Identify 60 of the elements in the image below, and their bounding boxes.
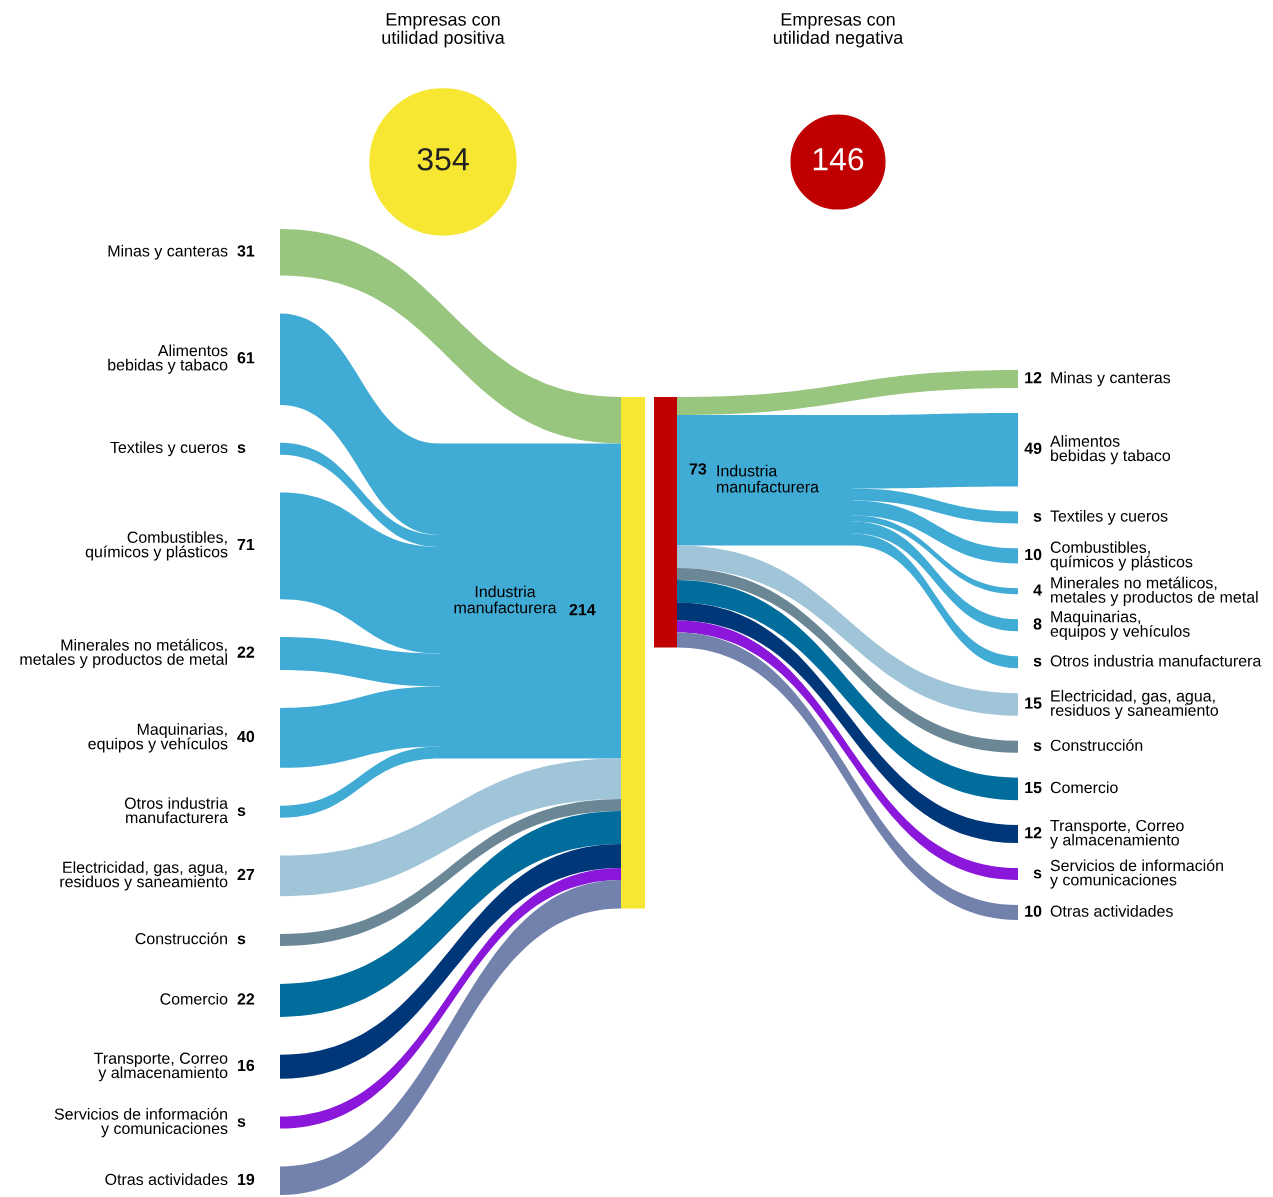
text: Empresas con utilidad negativa (773, 13, 904, 48)
data-label: s (237, 807, 246, 817)
data-label: s (237, 444, 246, 454)
category-label: Construcción (1050, 739, 1143, 751)
text: 146 (813, 147, 864, 171)
category-label: Combustibles, químicos y plásticos (1050, 541, 1193, 571)
category-label: Alimentos bebidas y tabaco (1050, 435, 1171, 465)
text: Industria manufacturera (717, 464, 819, 493)
category-label: Minerales no metálicos, metales y productos de metal (1051, 576, 1258, 606)
category-label: Comercio (1050, 781, 1118, 794)
data-label: 40 (237, 730, 255, 743)
category-label: Construcción (135, 932, 227, 945)
data-label: 22 (237, 646, 255, 658)
category-label: Maquinarias, equipos y vehículos (1050, 610, 1190, 640)
text: 354 (417, 147, 469, 171)
category-label: Electricidad, gas, agua, residuos y saneamiento (60, 861, 228, 891)
category-label: Minas y canteras (108, 244, 228, 260)
data-label: 31 (237, 245, 255, 257)
text: 214 (569, 603, 596, 616)
category-label: Textiles y cueros (110, 441, 228, 457)
data-label: 12 (1025, 827, 1042, 839)
text: Empresas con utilidad positiva (382, 13, 505, 48)
data-label: 4 (1033, 584, 1042, 596)
data-label: s (1033, 657, 1042, 667)
data-label: 10 (1025, 905, 1042, 917)
category-label: Servicios de información y comunicaciones (1050, 859, 1223, 889)
category-label: Transporte, Correo y almacenamiento (1050, 819, 1184, 849)
category-label: Minas y canteras (1051, 371, 1171, 387)
data-label: s (237, 935, 246, 945)
text: 73 (689, 463, 707, 475)
data-label: s (237, 1118, 246, 1127)
category-label: Servicios de información y comunicaciones (54, 1107, 228, 1138)
data-label: 15 (1025, 782, 1042, 794)
category-label: Comercio (160, 992, 228, 1005)
data-label: s (1033, 869, 1042, 879)
data-label: 15 (1025, 697, 1042, 709)
data-label: 12 (1025, 371, 1042, 384)
category-label: Alimentos bebidas y tabaco (108, 344, 228, 374)
category-label: Otras actividades (105, 1173, 228, 1186)
data-label: s (1033, 512, 1042, 522)
category-label: Maquinarias, equipos y vehículos (88, 723, 228, 753)
data-label: s (1033, 742, 1042, 751)
text: Industria manufacturera (454, 585, 557, 614)
data-label: 10 (1025, 548, 1042, 561)
category-label: Minerales no metálicos, metales y productos de metal (20, 638, 227, 669)
data-label: 49 (1024, 442, 1042, 454)
category-label: Electricidad, gas, agua, residuos y saneamiento (1051, 689, 1219, 720)
category-label: Otras actividades (1050, 905, 1173, 917)
category-label: Otros industria manufacturera (124, 797, 229, 824)
data-label: 22 (237, 993, 255, 1005)
data-label: 19 (238, 1173, 255, 1186)
category-label: Transporte, Correo y almacenamiento (94, 1052, 228, 1082)
data-label: 71 (237, 539, 255, 551)
data-label: 27 (237, 868, 255, 881)
category-label: Combustibles, químicos y plásticos (85, 531, 228, 561)
category-label: Textiles y cueros (1050, 509, 1168, 525)
data-label: 8 (1033, 618, 1042, 630)
data-label: 16 (238, 1059, 255, 1072)
data-label: 61 (237, 352, 255, 364)
category-label: Otros industria manufacturera (1050, 654, 1262, 667)
